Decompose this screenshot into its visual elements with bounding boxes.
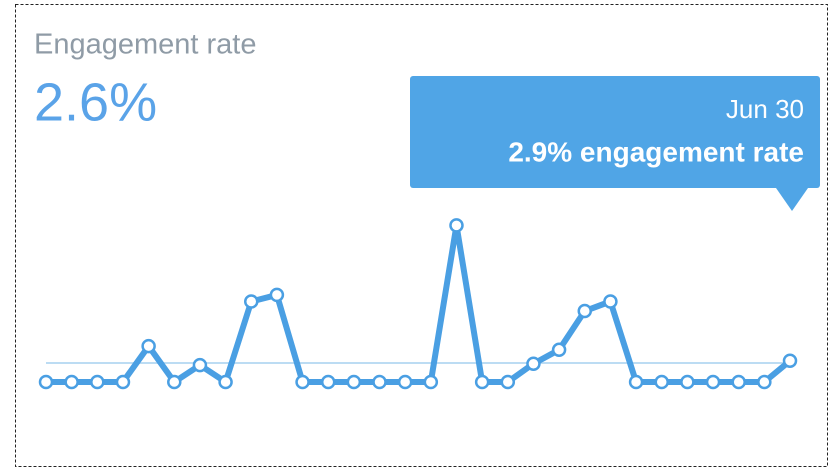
- point: [500, 374, 516, 390]
- point: [577, 303, 593, 319]
- point: [474, 374, 490, 390]
- point: [64, 374, 79, 390]
- tooltip: Jun 30 2.9% engagement rate: [410, 76, 820, 211]
- headline-value: 2.6%: [34, 72, 157, 132]
- point: [757, 374, 772, 390]
- point: [320, 374, 336, 390]
- point: [269, 287, 285, 303]
- point: [397, 374, 413, 390]
- tooltip-box: [410, 76, 820, 188]
- point: [680, 374, 695, 390]
- point: [218, 374, 233, 390]
- point: [295, 374, 310, 390]
- point: [526, 356, 541, 371]
- point: [628, 374, 644, 390]
- point: [192, 357, 208, 373]
- point: [731, 374, 746, 390]
- point: [372, 374, 387, 390]
- tooltip-date: Jun 30: [726, 94, 804, 124]
- point: [654, 374, 669, 390]
- point: [346, 374, 362, 390]
- point: [603, 294, 618, 309]
- point: [705, 374, 721, 390]
- plot: [38, 218, 798, 390]
- point: [449, 218, 464, 233]
- tooltip-text: 2.9% engagement rate: [508, 136, 804, 167]
- card-title: Engagement rate: [34, 29, 256, 61]
- point: [141, 338, 156, 354]
- tooltip-pointer: [776, 188, 808, 211]
- point: [243, 294, 259, 309]
- point: [167, 374, 182, 390]
- point: [423, 374, 439, 390]
- point: [782, 353, 798, 369]
- point: [38, 374, 54, 390]
- point: [115, 374, 131, 390]
- point: [90, 374, 105, 390]
- point: [551, 342, 567, 358]
